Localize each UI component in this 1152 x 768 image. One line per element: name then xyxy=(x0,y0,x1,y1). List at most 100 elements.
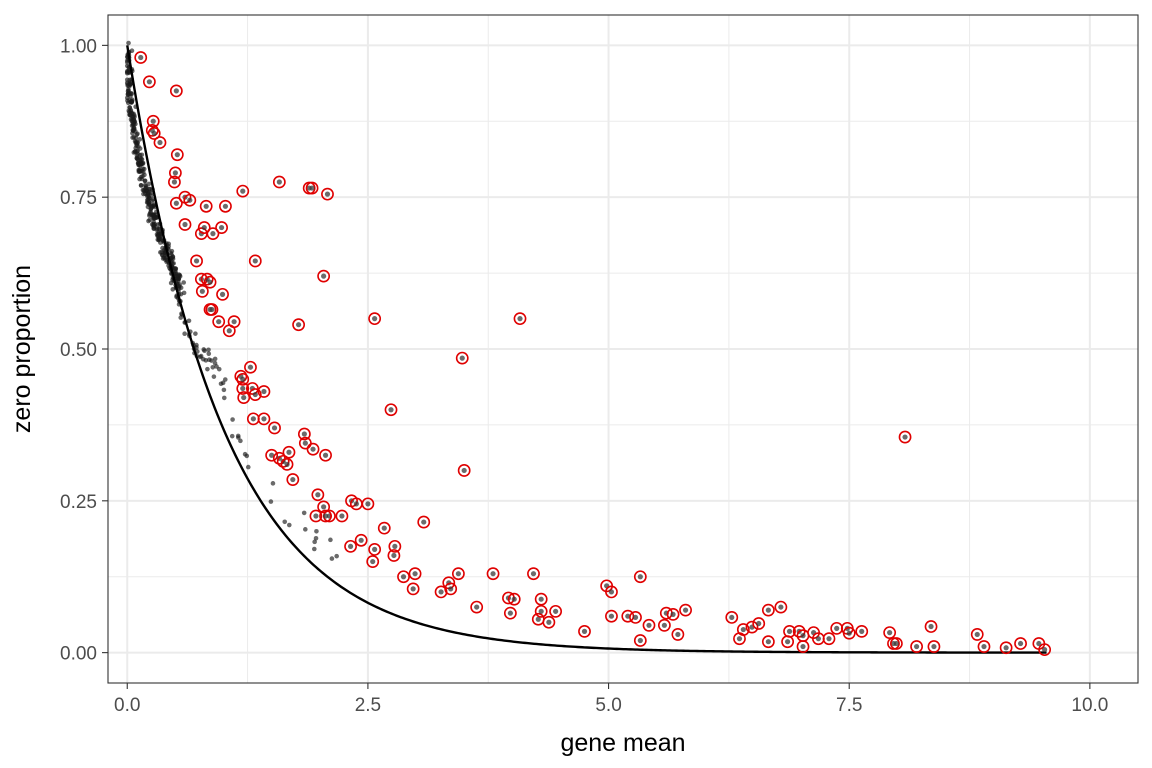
highlighted-point-dot xyxy=(199,288,205,294)
highlighted-point-ring xyxy=(774,600,788,614)
data-point xyxy=(334,553,339,559)
data-point xyxy=(238,438,243,444)
data-point xyxy=(139,168,145,174)
x-tick-label: 2.5 xyxy=(355,695,381,716)
highlighted-point-dot xyxy=(448,586,454,592)
highlighted-point-dot xyxy=(172,170,178,176)
highlighted-point-ring xyxy=(387,549,401,562)
highlighted-point-dot xyxy=(517,316,523,322)
highlighted-point-dot xyxy=(608,613,615,619)
data-point xyxy=(145,192,150,198)
highlighted-point-ring xyxy=(666,607,680,621)
highlighted-point-dot xyxy=(193,258,200,264)
highlighted-point-dot xyxy=(358,537,364,543)
highlighted-point-dot xyxy=(786,628,793,634)
highlighted-point-ring xyxy=(276,454,290,468)
highlighted-point-ring xyxy=(199,199,213,213)
highlighted-point-ring xyxy=(170,148,184,162)
highlighted-point-ring xyxy=(761,603,775,617)
data-point xyxy=(312,546,317,552)
highlighted-point-ring xyxy=(265,448,279,462)
highlighted-point-dot xyxy=(226,328,232,334)
highlighted-point-ring xyxy=(305,181,319,195)
highlighted-point-dot xyxy=(284,461,290,467)
highlighted-point-ring xyxy=(633,634,647,647)
data-point xyxy=(178,315,184,320)
highlighted-point-ring xyxy=(408,567,422,581)
y-tick-label: 0.25 xyxy=(60,492,97,513)
highlighted-point-dot xyxy=(301,431,307,437)
x-axis: 0.0 2.5 5.0 7.5 10.0 xyxy=(114,683,1108,716)
highlighted-point-ring xyxy=(248,254,262,268)
highlighted-point-dot xyxy=(800,633,806,639)
highlighted-point-dot xyxy=(240,376,246,382)
highlighted-point-ring xyxy=(977,640,991,653)
highlighted-point-dot xyxy=(846,630,852,636)
highlighted-point-dot xyxy=(1003,645,1009,651)
highlighted-point-dot xyxy=(271,425,278,431)
data-point xyxy=(206,351,212,357)
data-point xyxy=(206,357,212,363)
highlighted-point-dot xyxy=(146,79,152,85)
data-point xyxy=(245,464,251,470)
highlighted-point-ring xyxy=(212,315,226,329)
highlighted-point-ring xyxy=(245,382,259,395)
highlighted-point-dot xyxy=(538,596,544,602)
highlighted-point-ring xyxy=(311,488,325,502)
highlighted-point-dot xyxy=(682,607,689,613)
highlighted-point-dot xyxy=(353,501,359,507)
highlighted-point-ring xyxy=(153,136,167,149)
highlighted-point-ring xyxy=(237,391,251,404)
highlighted-point-ring xyxy=(822,632,836,646)
data-point xyxy=(169,252,174,257)
highlighted-point-ring xyxy=(397,570,410,584)
highlighted-point-ring xyxy=(197,221,211,234)
highlighted-point-dot xyxy=(740,626,746,633)
highlighted-point-ring xyxy=(282,445,296,459)
highlighted-point-dot xyxy=(546,619,552,625)
highlighted-point-ring xyxy=(272,175,286,189)
data-point xyxy=(328,537,333,543)
highlighted-point-ring xyxy=(142,75,156,89)
highlighted-point-dot xyxy=(150,118,156,124)
highlighted-point-ring xyxy=(451,567,465,581)
highlighted-point-ring xyxy=(549,604,563,618)
data-point xyxy=(137,152,143,158)
highlighted-point-ring xyxy=(268,421,281,435)
highlighted-point-ring xyxy=(924,620,938,633)
data-point xyxy=(160,245,165,251)
highlighted-point-dot xyxy=(400,574,407,580)
x-tick-label: 10.0 xyxy=(1071,695,1108,716)
highlighted-point-dot xyxy=(207,279,213,285)
highlighted-point-ring xyxy=(388,539,402,553)
highlighted-point-dot xyxy=(438,589,444,595)
highlighted-point-ring xyxy=(205,303,219,316)
data-point xyxy=(138,182,144,188)
data-point xyxy=(270,481,276,486)
highlighted-point-dot xyxy=(736,636,743,642)
highlighted-point-dot xyxy=(187,197,193,203)
highlighted-point-ring xyxy=(219,199,232,213)
data-point xyxy=(268,499,274,504)
highlighted-point-dot xyxy=(538,608,544,614)
highlighted-point-ring xyxy=(792,624,806,638)
highlighted-point-ring xyxy=(361,497,375,511)
highlighted-point-ring xyxy=(280,457,294,471)
data-point xyxy=(197,354,203,360)
highlighted-point-dot xyxy=(315,492,321,498)
data-point xyxy=(282,519,288,525)
highlighted-point-ring xyxy=(257,385,271,398)
data-point xyxy=(137,146,143,151)
highlighted-point-dot xyxy=(252,391,258,398)
highlighted-point-ring xyxy=(321,187,334,201)
data-point xyxy=(147,217,152,223)
data-point xyxy=(201,347,207,352)
data-point xyxy=(193,331,198,336)
data-point xyxy=(181,290,187,296)
highlighted-point-dot xyxy=(675,631,681,638)
curve-layer xyxy=(126,45,1047,654)
highlighted-point-ring xyxy=(146,114,160,128)
highlighted-point-dot xyxy=(261,416,267,422)
highlighted-point-ring xyxy=(236,372,250,386)
x-tick-label: 7.5 xyxy=(836,695,862,716)
